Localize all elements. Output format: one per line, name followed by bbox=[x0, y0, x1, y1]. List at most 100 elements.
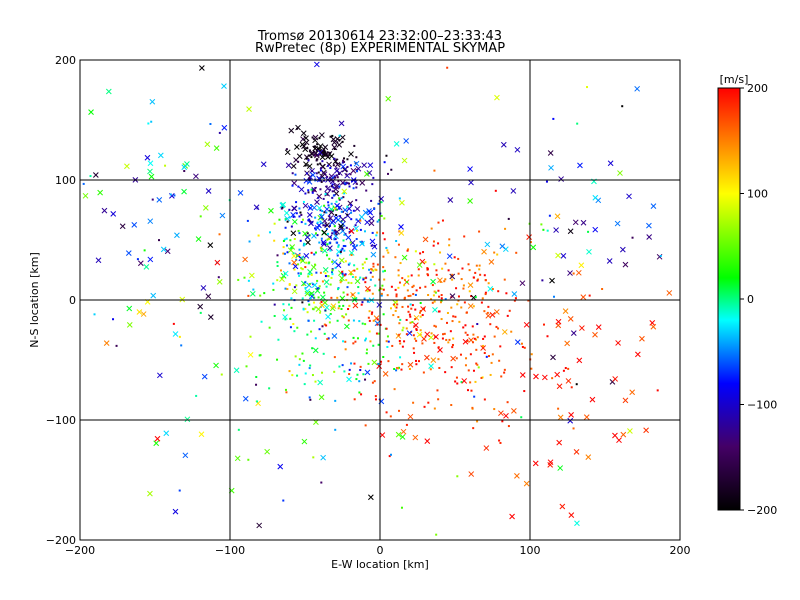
data-point bbox=[371, 381, 374, 384]
data-point-cross bbox=[201, 373, 208, 380]
data-point bbox=[316, 163, 319, 166]
data-point-cross bbox=[164, 248, 171, 255]
data-point-cross bbox=[432, 307, 438, 313]
data-point bbox=[337, 287, 340, 290]
data-point bbox=[333, 225, 336, 228]
data-point bbox=[373, 208, 376, 211]
data-point bbox=[422, 251, 425, 254]
data-point-cross bbox=[328, 153, 335, 159]
data-point bbox=[338, 139, 341, 142]
data-point bbox=[298, 358, 301, 361]
data-point bbox=[503, 278, 506, 281]
data-point bbox=[393, 367, 396, 370]
data-point-cross bbox=[368, 215, 375, 222]
data-point-cross bbox=[205, 188, 212, 194]
data-point-cross bbox=[400, 428, 407, 435]
data-point bbox=[436, 389, 439, 392]
data-point-cross bbox=[137, 260, 144, 267]
data-point bbox=[462, 326, 465, 329]
data-point bbox=[368, 310, 371, 313]
data-point bbox=[286, 220, 289, 223]
data-point-cross bbox=[361, 162, 368, 169]
data-point bbox=[355, 378, 358, 381]
data-point bbox=[347, 308, 350, 311]
data-point bbox=[331, 185, 334, 188]
data-point bbox=[476, 420, 479, 423]
data-point bbox=[268, 387, 271, 390]
data-point bbox=[382, 255, 385, 258]
data-point bbox=[276, 358, 279, 361]
data-point bbox=[277, 338, 280, 341]
data-point bbox=[562, 369, 565, 372]
data-point bbox=[460, 306, 463, 309]
data-point bbox=[308, 396, 311, 399]
data-point-cross bbox=[193, 173, 199, 180]
data-point bbox=[321, 371, 324, 374]
data-point bbox=[309, 220, 312, 223]
data-point bbox=[316, 221, 319, 224]
data-point bbox=[314, 263, 317, 266]
data-point bbox=[548, 214, 551, 217]
data-point bbox=[587, 230, 590, 233]
data-point-cross bbox=[143, 264, 150, 270]
data-point-cross bbox=[148, 173, 155, 180]
data-point-cross bbox=[290, 211, 297, 218]
data-point bbox=[473, 395, 476, 398]
data-point bbox=[446, 66, 449, 69]
data-point bbox=[494, 189, 497, 192]
data-point bbox=[355, 238, 358, 241]
data-point bbox=[338, 305, 341, 308]
data-point bbox=[310, 188, 313, 191]
data-point bbox=[545, 180, 548, 183]
data-point-cross bbox=[643, 427, 649, 434]
data-point bbox=[437, 358, 440, 361]
data-point bbox=[318, 328, 321, 331]
data-point bbox=[483, 352, 486, 355]
data-point bbox=[300, 213, 303, 216]
data-point bbox=[429, 368, 432, 371]
data-point-cross bbox=[204, 141, 211, 148]
data-point bbox=[542, 323, 545, 326]
data-point bbox=[387, 340, 390, 343]
data-point bbox=[372, 262, 375, 265]
data-point-cross bbox=[335, 248, 342, 255]
data-point bbox=[164, 164, 167, 167]
data-point bbox=[439, 280, 442, 283]
data-point bbox=[220, 373, 223, 376]
data-point bbox=[268, 231, 271, 234]
data-point bbox=[329, 283, 332, 286]
data-point bbox=[458, 320, 461, 323]
data-point bbox=[297, 185, 300, 188]
data-point bbox=[307, 191, 310, 194]
data-point bbox=[136, 258, 139, 261]
data-point bbox=[314, 186, 317, 189]
data-point-cross bbox=[616, 437, 622, 444]
data-point bbox=[315, 271, 318, 274]
data-point bbox=[387, 251, 390, 254]
data-point bbox=[319, 169, 322, 172]
data-point bbox=[290, 297, 293, 300]
data-point bbox=[335, 233, 338, 236]
data-point-cross bbox=[553, 227, 559, 233]
data-point bbox=[457, 299, 460, 302]
data-point bbox=[359, 240, 362, 243]
data-point bbox=[659, 255, 662, 258]
data-point bbox=[439, 301, 442, 304]
data-point-cross bbox=[302, 230, 308, 237]
data-point bbox=[387, 172, 390, 175]
data-point bbox=[451, 273, 454, 276]
data-point bbox=[329, 241, 332, 244]
data-point-cross bbox=[334, 161, 341, 168]
data-point-cross bbox=[650, 203, 657, 210]
data-point bbox=[386, 249, 389, 252]
data-point bbox=[369, 340, 372, 343]
data-point bbox=[311, 191, 314, 194]
data-point bbox=[390, 453, 393, 456]
data-point bbox=[380, 360, 383, 363]
data-point bbox=[296, 255, 299, 258]
data-point-cross bbox=[401, 254, 408, 261]
data-point bbox=[365, 257, 368, 260]
data-point-cross bbox=[403, 138, 410, 144]
data-point bbox=[288, 303, 291, 306]
data-point bbox=[341, 210, 344, 213]
